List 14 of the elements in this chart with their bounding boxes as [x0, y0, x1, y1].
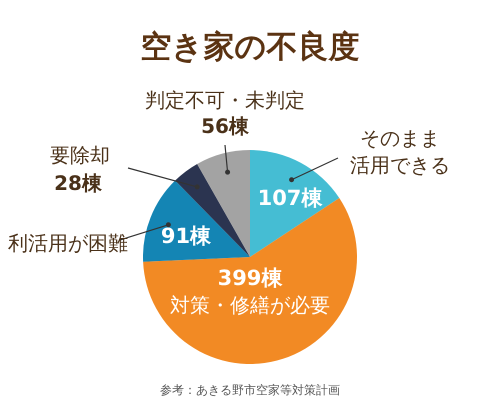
- slice-label: そのまま活用できる: [350, 126, 450, 177]
- data-label: 56棟: [201, 114, 250, 138]
- text: 参考：あきる野市空家等対策計画: [160, 383, 340, 397]
- data-label: 107棟: [258, 186, 324, 210]
- slice-label: 対策・修繕が必要: [170, 293, 330, 317]
- pie-slice: [143, 180, 250, 262]
- chart-title: 空き家の不良度: [140, 29, 360, 65]
- data-label: 91棟: [160, 224, 212, 248]
- slice-label: 要除却: [50, 143, 110, 167]
- pie-slice: [250, 150, 340, 257]
- slice-label: 判定不可・未判定: [145, 88, 305, 112]
- data-label: 399棟: [218, 266, 284, 290]
- data-label: 28棟: [54, 171, 103, 195]
- slice-label: 利活用が困難: [8, 231, 128, 255]
